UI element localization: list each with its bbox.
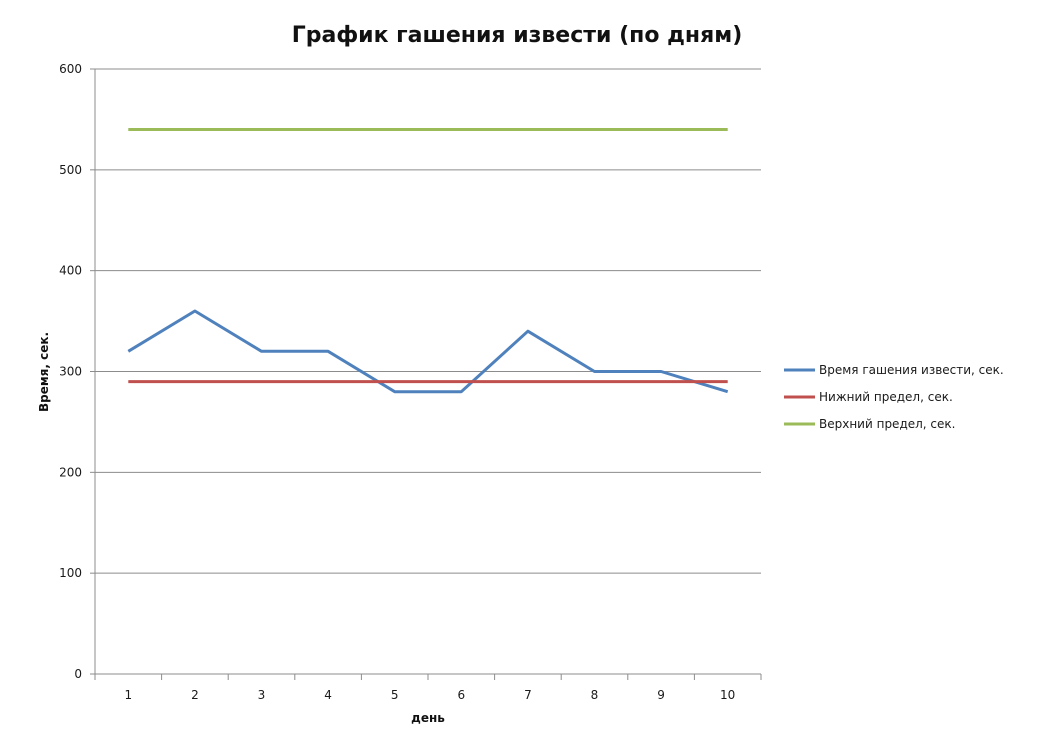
x-tick-label: 7: [524, 688, 532, 702]
legend-label: Верхний предел, сек.: [819, 417, 955, 431]
axes: 0 100 200 300 400 500 600 1 2 3 4 5 6 7 8 9 10: [59, 62, 762, 702]
legend: Время гашения извести, сек. Нижний предел…: [784, 363, 1004, 431]
y-tick-label: 500: [59, 163, 82, 177]
x-tick-label: 4: [324, 688, 332, 702]
legend-label: Нижний предел, сек.: [819, 390, 953, 404]
y-tick-label: 600: [59, 62, 82, 76]
x-tick-label: 9: [657, 688, 665, 702]
y-tick-label: 100: [59, 566, 82, 580]
x-tick-label: 10: [720, 688, 735, 702]
y-tick-label: 0: [74, 667, 82, 681]
x-tick-label: 6: [457, 688, 465, 702]
y-axis-title: Время, сек.: [37, 332, 51, 412]
y-tick-label: 300: [59, 365, 82, 379]
series-line-1: [127, 309, 729, 394]
x-axis-title: день: [411, 711, 445, 725]
x-tick-label: 1: [124, 688, 132, 702]
y-tick-label: 200: [59, 465, 82, 479]
x-tick-label: 5: [391, 688, 399, 702]
y-tick-label: 400: [59, 264, 82, 278]
x-tick-label: 3: [258, 688, 266, 702]
x-tick-label: 2: [191, 688, 199, 702]
gridlines: [95, 68, 761, 574]
chart-title: График гашения извести (по дням): [292, 23, 743, 48]
x-tick-label: 8: [591, 688, 599, 702]
legend-label: Время гашения извести, сек.: [819, 363, 1004, 377]
series-lines: [127, 128, 729, 394]
